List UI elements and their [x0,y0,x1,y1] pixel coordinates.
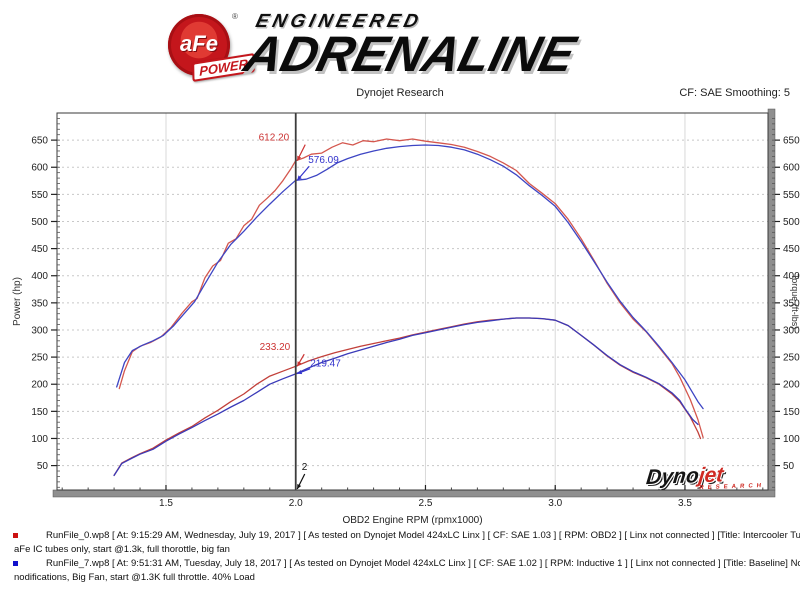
svg-text:600: 600 [31,163,48,174]
dynojet-research-label: Dynojet Research [356,87,444,99]
vertical-gridlines [165,113,686,490]
annotation-219.47: 219.47 [310,359,341,370]
svg-text:650: 650 [31,136,48,147]
cursor-annotations: 612.20 576.09 233.20 219.47 [259,133,341,375]
svg-text:150: 150 [31,407,48,418]
cf-sae-smoothing-label: CF: SAE Smoothing: 5 [679,87,790,99]
svg-text:250: 250 [31,353,48,364]
cursor-line[interactable]: 2 [294,113,308,490]
y-axis-title-left: Power (hp) [12,277,23,326]
legend-run7-line2: nodifications, Big Fan, start @1.3K full… [14,571,255,583]
annotation-576.09: 576.09 [308,155,339,166]
dynojet-watermark: Dynojet RESEARCH [645,463,768,493]
legend-run0-line1: RunFile_0.wp8 [ At: 9:15:29 AM, Wednesda… [46,530,800,541]
afe-logo-text: aFe [180,31,218,56]
legend-run0-line2: aFe IC tubes only, start @1.3k, full tho… [14,543,230,555]
svg-text:650: 650 [783,136,800,147]
dynojet-logo-dyno: Dyno [645,464,701,490]
legend-marker-blue-icon [13,561,18,566]
svg-text:300: 300 [783,325,800,336]
curve-red_torque [113,317,702,477]
axis-titles: Power (hp) Torque (ft-lbs) OBD2 Engine RPM… [12,274,800,526]
run-legend: RunFile_0.wp8 [ At: 9:15:29 AM, Wednesda… [0,529,800,585]
svg-text:2.0: 2.0 [289,498,303,509]
horizontal-gridlines [57,139,768,467]
svg-text:100: 100 [783,434,800,445]
svg-text:3.5: 3.5 [678,498,692,509]
curve-blue_torque [113,317,699,477]
svg-text:200: 200 [783,380,800,391]
svg-text:400: 400 [783,271,800,282]
svg-text:300: 300 [31,325,48,336]
svg-text:550: 550 [783,190,800,201]
svg-text:450: 450 [783,244,800,255]
legend-marker-red-icon [13,533,18,538]
svg-text:50: 50 [783,461,795,472]
svg-text:350: 350 [783,298,800,309]
svg-text:500: 500 [783,217,800,228]
annotation-233.20: 233.20 [260,342,291,353]
annotation-612.20: 612.20 [259,133,290,144]
curve-blue_power [116,144,704,410]
svg-text:100: 100 [31,434,48,445]
header: aFe ® POWER ENGINEERED ADRENALINE [0,0,800,104]
svg-text:250: 250 [783,353,800,364]
plot-frame [52,108,776,498]
svg-text:150: 150 [783,407,800,418]
svg-text:400: 400 [31,271,48,282]
curve-red_power [118,138,704,439]
svg-text:200: 200 [31,380,48,391]
axis-ticks [51,118,780,490]
svg-text:500: 500 [31,217,48,228]
svg-text:50: 50 [37,461,49,472]
x-axis-title: OBD2 Engine RPM (rpmx1000) [342,515,482,526]
svg-text:2.5: 2.5 [419,498,433,509]
data-curves [113,138,704,477]
cursor-label: 2 [302,462,308,473]
svg-text:600: 600 [783,163,800,174]
svg-text:450: 450 [31,244,48,255]
svg-text:350: 350 [31,298,48,309]
svg-text:1.5: 1.5 [159,498,173,509]
svg-text:3.0: 3.0 [548,498,562,509]
legend-entry-run0: RunFile_0.wp8 [ At: 9:15:29 AM, Wednesda… [0,529,800,556]
registered-mark: ® [232,12,238,21]
y-axis-title-right: Torque (ft-lbs) [790,274,800,330]
legend-run7-line1: RunFile_7.wp8 [ At: 9:51:31 AM, Tuesday,… [46,558,800,569]
legend-entry-run7: RunFile_7.wp8 [ At: 9:51:31 AM, Tuesday,… [0,557,800,584]
svg-text:550: 550 [31,190,48,201]
